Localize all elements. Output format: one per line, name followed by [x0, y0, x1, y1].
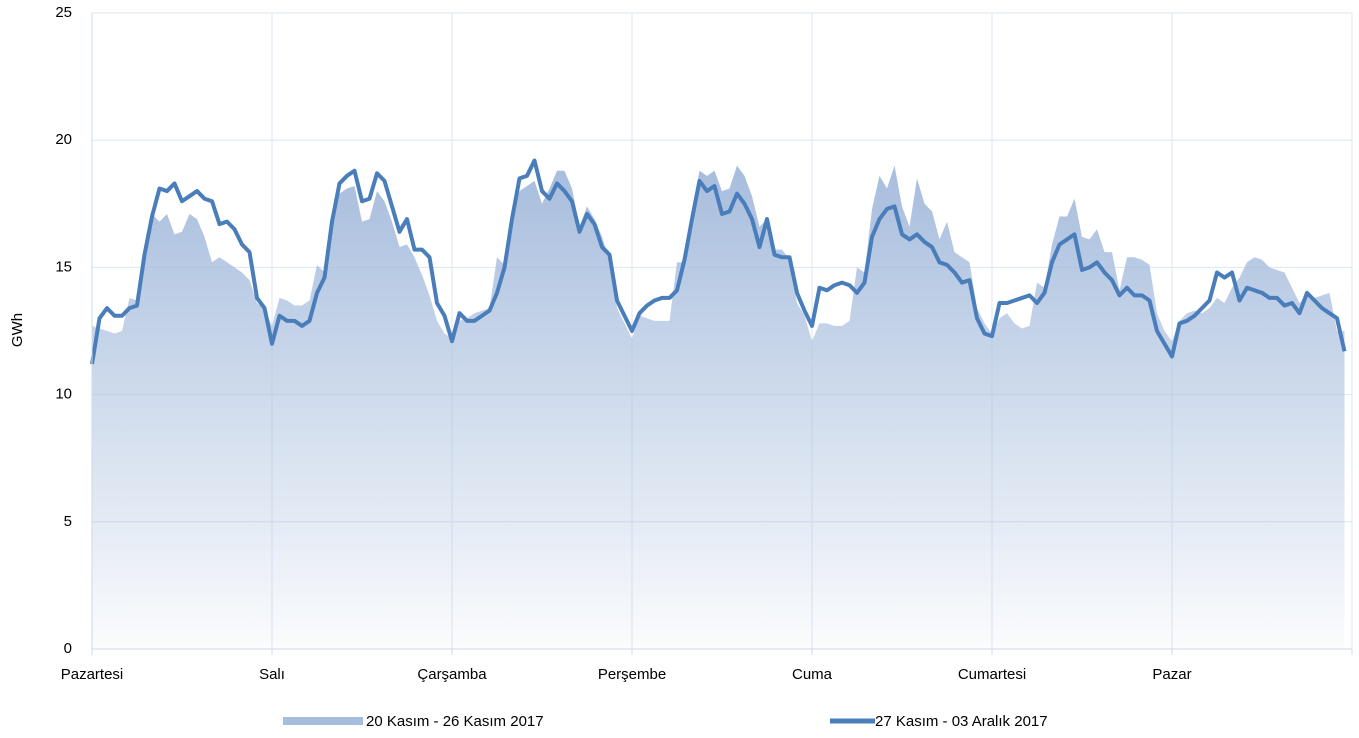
- x-tick-label: Cuma: [792, 666, 833, 683]
- legend-label: 20 Kasım - 26 Kasım 2017: [366, 713, 544, 730]
- x-tick-label: Salı: [259, 666, 285, 683]
- y-axis-label: GWh: [9, 313, 26, 347]
- y-tick-label: 5: [64, 513, 72, 530]
- y-tick-label: 15: [55, 258, 72, 275]
- y-tick-label: 0: [64, 640, 72, 657]
- y-tick-label: 20: [55, 131, 72, 148]
- y-tick-label: 10: [55, 386, 72, 403]
- line: [90, 158, 1347, 365]
- x-tick-label: Pazartesi: [61, 666, 124, 683]
- y-tick-label: 25: [55, 4, 72, 21]
- x-tick-label: Cumartesi: [958, 666, 1026, 683]
- x-tick-label: Çarşamba: [417, 666, 487, 683]
- legend-swatch: [283, 717, 363, 725]
- x-tick-label: Perşembe: [598, 666, 666, 683]
- area: [92, 165, 1345, 649]
- legend-label: 27 Kasım - 03 Aralık 2017: [875, 713, 1048, 730]
- x-tick-label: Pazar: [1152, 666, 1191, 683]
